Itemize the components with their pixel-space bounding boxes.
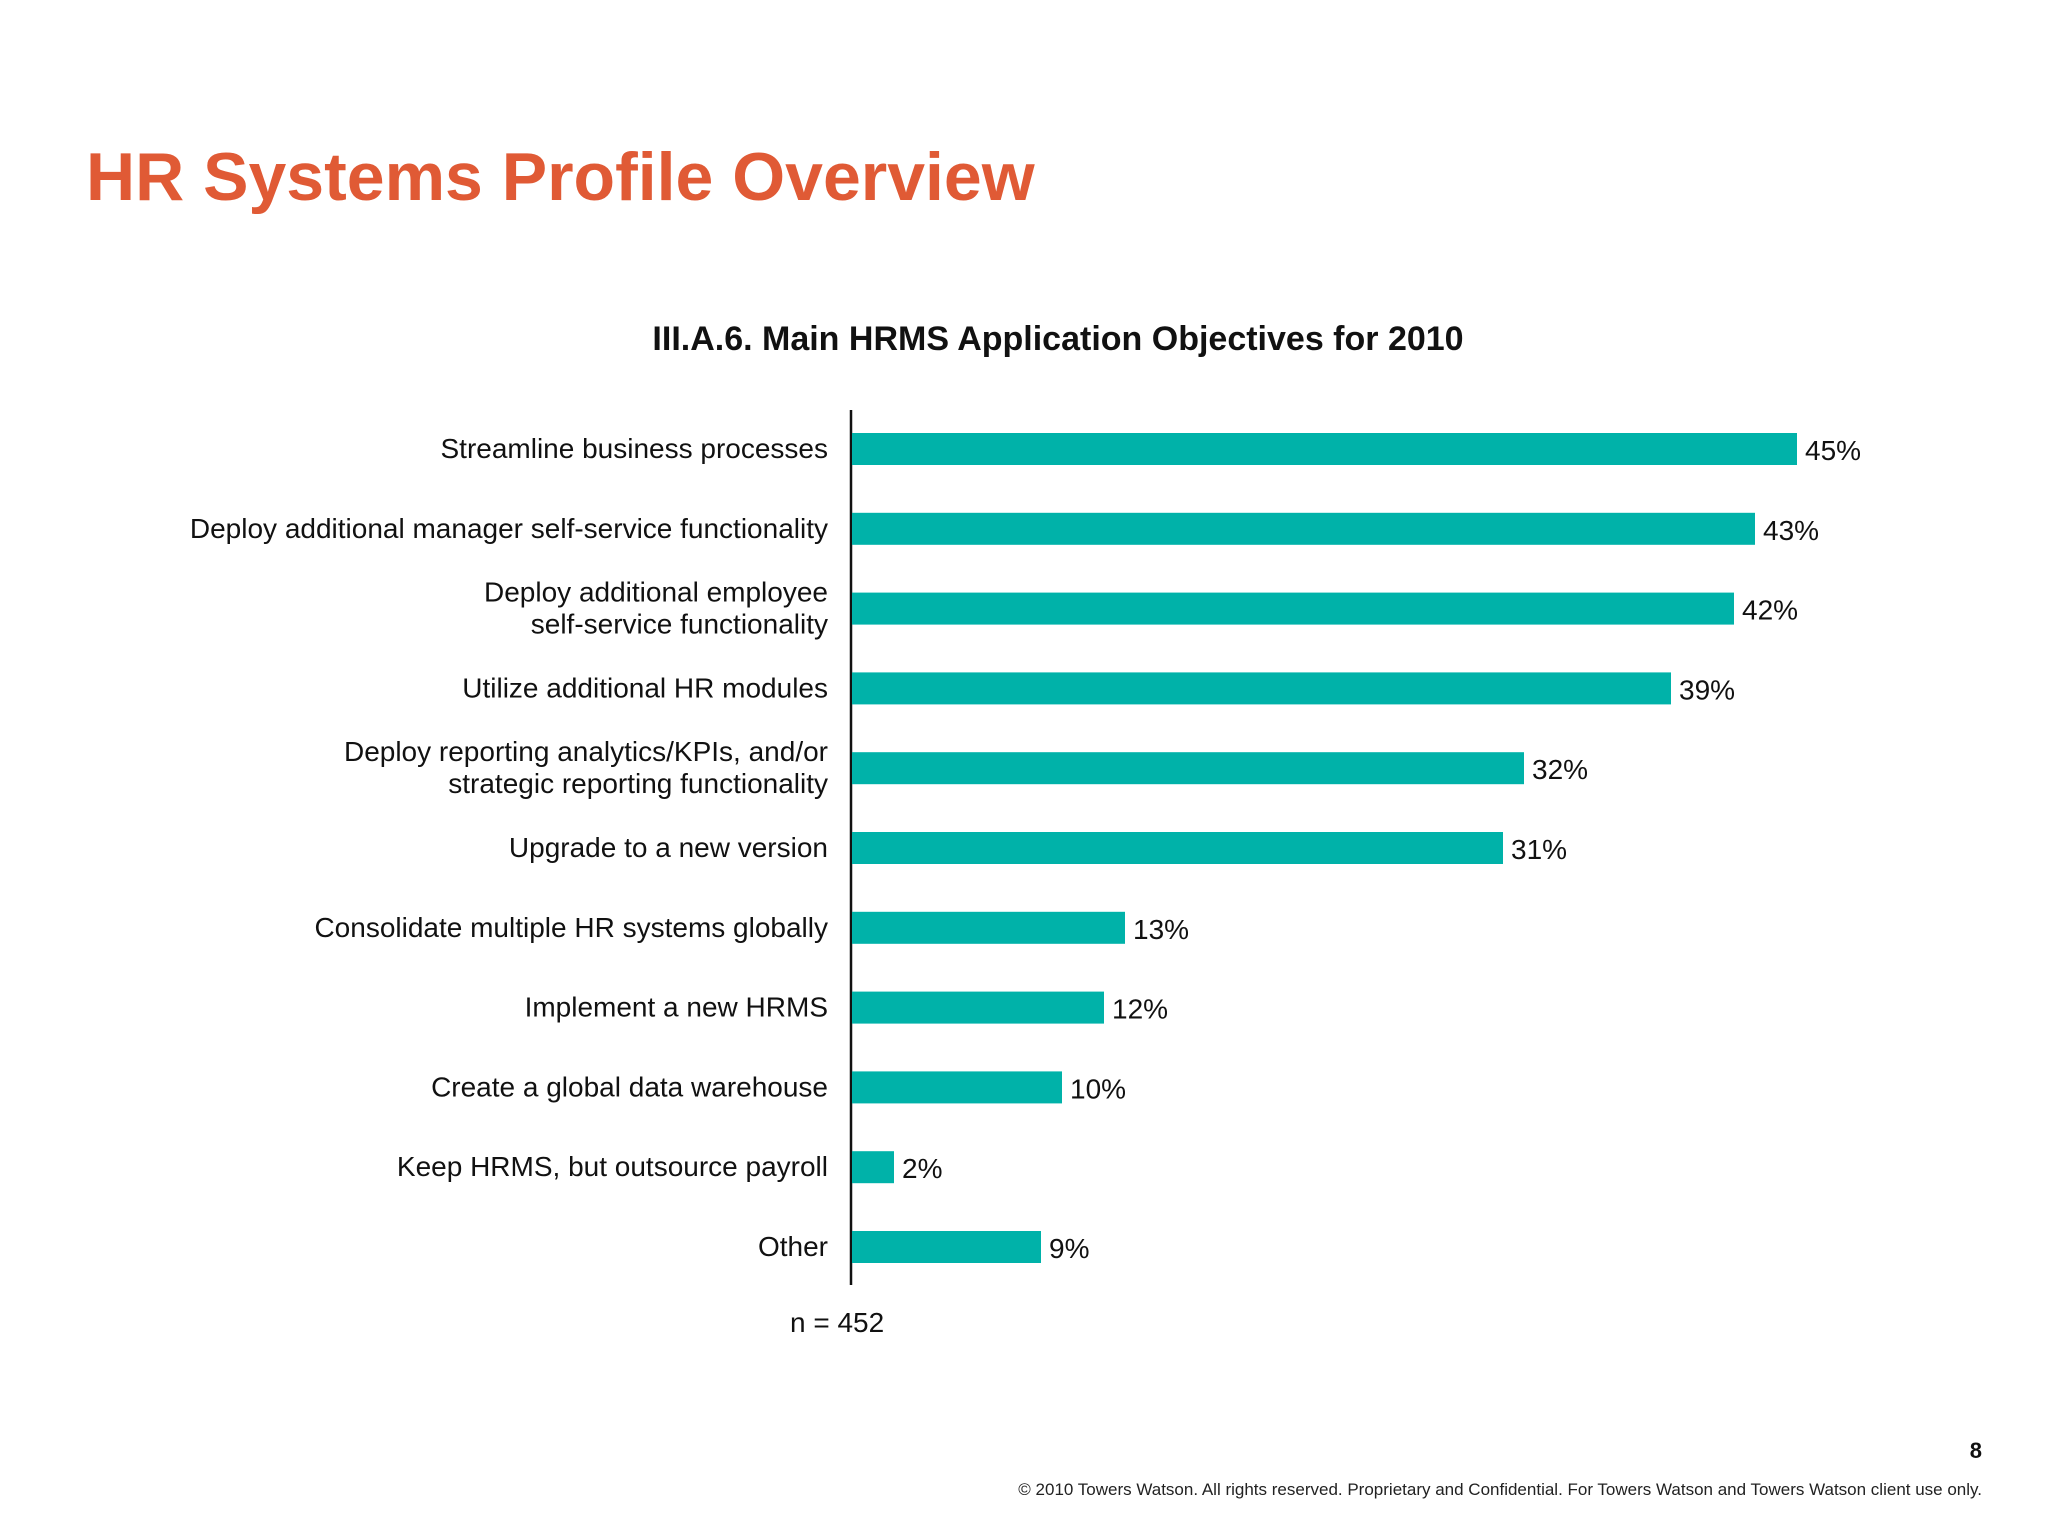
bar bbox=[852, 433, 1797, 465]
bars-group bbox=[852, 433, 1797, 1263]
page-title: HR Systems Profile Overview bbox=[86, 139, 1035, 215]
category-label-line: Keep HRMS, but outsource payroll bbox=[397, 1151, 828, 1182]
bar bbox=[852, 911, 1125, 944]
page-number: 8 bbox=[1969, 1438, 1982, 1463]
category-label: Consolidate multiple HR systems globally bbox=[314, 912, 828, 943]
value-labels-group: 45% 43% 42% 39% 32% 31% 13% 12% 10% 2% 9% bbox=[902, 435, 1861, 1264]
bar-value-label: 42% bbox=[1742, 595, 1798, 626]
category-label: Utilize additional HR modules bbox=[462, 672, 828, 703]
category-labels-group: Streamline business processes Deploy addi… bbox=[190, 433, 828, 1262]
bar bbox=[852, 1151, 894, 1184]
category-label: Keep HRMS, but outsource payroll bbox=[397, 1151, 828, 1182]
category-label-line: Other bbox=[758, 1231, 828, 1262]
bar bbox=[852, 1071, 1062, 1104]
category-label-line: Consolidate multiple HR systems globally bbox=[314, 912, 828, 943]
category-label-line: Deploy additional manager self-service f… bbox=[190, 513, 828, 544]
bar-value-label: 39% bbox=[1679, 674, 1735, 705]
category-label-line: Deploy reporting analytics/KPIs, and/or bbox=[344, 736, 828, 767]
bar-value-label: 10% bbox=[1070, 1073, 1126, 1104]
category-label: Create a global data warehouse bbox=[431, 1071, 828, 1102]
bar-value-label: 13% bbox=[1133, 914, 1189, 945]
bar bbox=[852, 832, 1503, 864]
category-label-line: Create a global data warehouse bbox=[431, 1071, 828, 1102]
category-label-line: Upgrade to a new version bbox=[509, 832, 828, 863]
bar bbox=[852, 1231, 1041, 1263]
category-label: Upgrade to a new version bbox=[509, 832, 828, 863]
category-label: Deploy additional manager self-service f… bbox=[190, 513, 828, 544]
bar-value-label: 45% bbox=[1805, 435, 1861, 466]
category-label: Deploy reporting analytics/KPIs, and/or s… bbox=[344, 736, 828, 799]
bar-value-label: 12% bbox=[1112, 994, 1168, 1025]
bar-value-label: 2% bbox=[902, 1153, 942, 1184]
category-label: Deploy additional employee self-service f… bbox=[484, 577, 828, 640]
category-label-line: strategic reporting functionality bbox=[448, 768, 828, 799]
bar bbox=[852, 592, 1734, 625]
bar bbox=[852, 752, 1524, 785]
bar-value-label: 32% bbox=[1532, 754, 1588, 785]
bar bbox=[852, 512, 1755, 545]
category-label-line: Implement a new HRMS bbox=[525, 992, 828, 1023]
category-label: Streamline business processes bbox=[440, 433, 828, 464]
category-label-line: Streamline business processes bbox=[440, 433, 828, 464]
bar bbox=[852, 672, 1671, 705]
category-label-line: Utilize additional HR modules bbox=[462, 672, 828, 703]
bar-value-label: 43% bbox=[1763, 515, 1819, 546]
category-label-line: Deploy additional employee bbox=[484, 577, 828, 608]
category-label: Implement a new HRMS bbox=[525, 992, 828, 1023]
chart-title: III.A.6. Main HRMS Application Objective… bbox=[652, 320, 1464, 358]
bar-value-label: 31% bbox=[1511, 834, 1567, 865]
bar-value-label: 9% bbox=[1049, 1233, 1089, 1264]
sample-size-note: n = 452 bbox=[790, 1307, 885, 1338]
copyright-footer: © 2010 Towers Watson. All rights reserve… bbox=[1018, 1480, 1982, 1499]
bar bbox=[852, 991, 1104, 1024]
category-label: Other bbox=[758, 1231, 828, 1262]
category-label-line: self-service functionality bbox=[531, 609, 828, 640]
